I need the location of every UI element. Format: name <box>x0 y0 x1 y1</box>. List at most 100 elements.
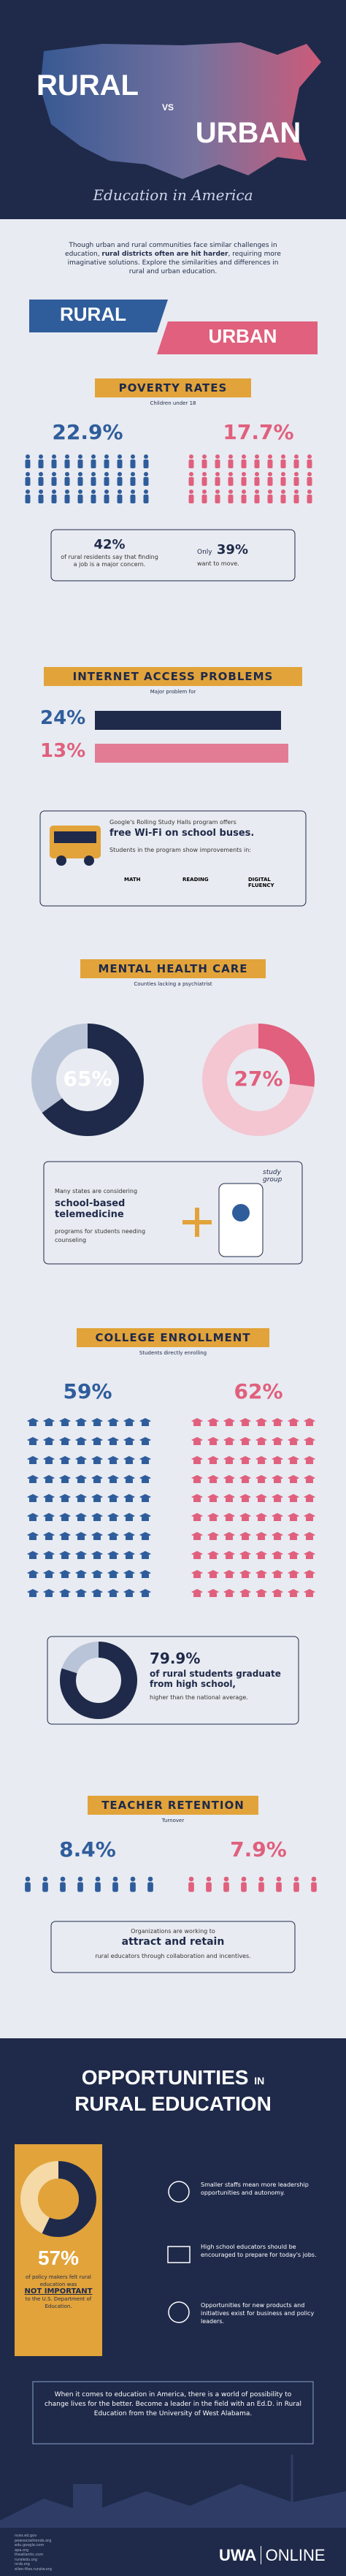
cap-icon <box>126 1593 133 1597</box>
cap-icon <box>29 1517 36 1521</box>
cap-icon <box>258 1479 265 1483</box>
person-icon <box>307 460 312 468</box>
person-icon <box>130 460 136 468</box>
person-icon <box>51 477 57 486</box>
person-icon <box>293 495 299 503</box>
person-icon <box>202 454 207 459</box>
stat-rural: 59% <box>63 1379 112 1403</box>
cap-icon <box>61 1441 69 1445</box>
callout-intro: Google's Rolling Study Halls program off… <box>109 819 237 826</box>
person-icon <box>206 1882 212 1892</box>
person-icon <box>130 1876 136 1882</box>
person-icon <box>280 477 286 486</box>
cap-icon <box>209 1517 217 1521</box>
section-title: COLLEGE ENROLLMENT <box>95 1331 251 1344</box>
person-icon <box>104 472 109 476</box>
cap-icon <box>258 1498 265 1502</box>
source: apa.org <box>15 2548 29 2553</box>
person-icon <box>131 489 135 494</box>
cap-icon <box>29 1460 36 1464</box>
cap-icon <box>306 1460 313 1464</box>
cap-icon <box>77 1479 85 1483</box>
us-map <box>40 42 321 179</box>
person-icon <box>281 489 285 494</box>
cap-icon <box>93 1517 101 1521</box>
cap-icon <box>290 1555 297 1559</box>
person-icon <box>241 495 247 503</box>
cap-icon <box>258 1574 265 1578</box>
cap-icon <box>29 1479 36 1483</box>
farm-silhouette <box>0 2484 346 2528</box>
person-icon <box>276 1882 282 1892</box>
person-icon <box>267 460 273 468</box>
cap-icon <box>306 1498 313 1502</box>
person-icon <box>104 489 109 494</box>
person-icon <box>38 460 44 468</box>
person-icon <box>26 472 30 476</box>
opp-stat: 57% <box>37 2247 80 2269</box>
cap-icon <box>142 1498 149 1502</box>
cap-icon <box>193 1498 201 1502</box>
stat-urban: 13% <box>40 740 86 762</box>
person-icon <box>26 489 30 494</box>
cap-icon <box>306 1593 313 1597</box>
person-icon <box>294 454 299 459</box>
person-icon <box>267 477 273 486</box>
cap-icon <box>274 1517 281 1521</box>
callout-highlight: free Wi-Fi on school buses. <box>109 828 255 839</box>
person-icon <box>268 472 272 476</box>
cap-icon <box>242 1593 249 1597</box>
person-icon <box>242 472 246 476</box>
cap-icon <box>306 1574 313 1578</box>
person-icon <box>130 477 136 486</box>
cap-icon <box>242 1498 249 1502</box>
cap-icon <box>290 1517 297 1521</box>
cap-icon <box>126 1555 133 1559</box>
cap-icon <box>306 1536 313 1540</box>
person-icon <box>293 1882 299 1892</box>
section-subtitle: Turnover <box>161 1818 185 1824</box>
person-icon <box>307 495 312 503</box>
person-icon <box>91 472 96 476</box>
cap-icon <box>29 1593 36 1597</box>
stat-label: 79.9% <box>150 1650 201 1667</box>
person-icon <box>294 489 299 494</box>
cap-icon <box>93 1574 101 1578</box>
person-icon <box>95 1882 101 1892</box>
cap-icon <box>93 1498 101 1502</box>
callout-text: higher than the national average. <box>150 1694 248 1701</box>
fact-text: of rural residents say that finding a jo… <box>61 554 158 568</box>
cap-icon <box>226 1555 233 1559</box>
source: nrsb.org <box>15 2562 30 2567</box>
cap-icon <box>142 1555 149 1559</box>
opp-title-1: OPPORTUNITIES <box>81 2066 249 2089</box>
cap-icon <box>109 1517 117 1521</box>
opp-title: OPPORTUNITIES IN <box>0 2066 346 2089</box>
cap-icon <box>109 1441 117 1445</box>
cap-icon <box>290 1574 297 1578</box>
cap-icon <box>93 1460 101 1464</box>
cap-icon <box>77 1517 85 1521</box>
cap-icon <box>45 1441 53 1445</box>
cap-icon <box>290 1479 297 1483</box>
cap-icon <box>274 1593 281 1597</box>
cap-icon <box>274 1441 281 1445</box>
person-icon <box>202 489 207 494</box>
person-icon <box>228 454 233 459</box>
person-icon <box>143 495 149 503</box>
urban-banner <box>157 321 318 354</box>
label-urban: URBAN <box>208 325 277 347</box>
person-icon <box>77 495 83 503</box>
person-icon <box>117 495 123 503</box>
person-icon <box>65 472 69 476</box>
phone-icon <box>182 1183 264 1257</box>
person-icon <box>293 460 299 468</box>
person-icon <box>255 472 259 476</box>
cap-icon <box>290 1536 297 1540</box>
cap-icon <box>61 1593 69 1597</box>
cap-icon <box>45 1593 53 1597</box>
cap-icon <box>193 1517 201 1521</box>
person-icon <box>52 472 56 476</box>
cap-icon <box>142 1574 149 1578</box>
cap-icon <box>61 1536 69 1540</box>
